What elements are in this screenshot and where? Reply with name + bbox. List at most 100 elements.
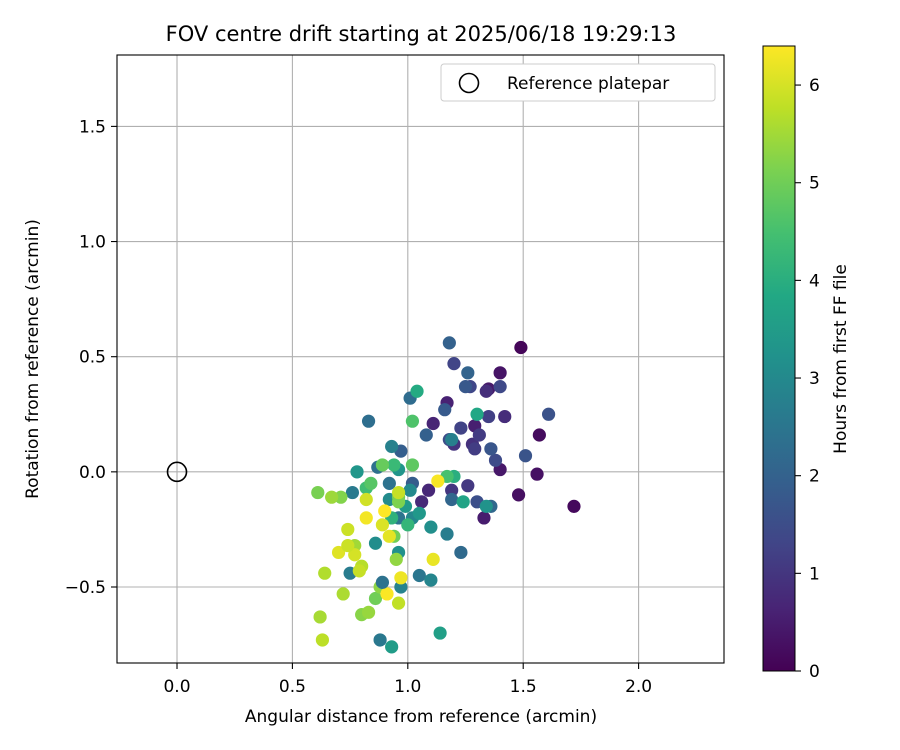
data-point: [401, 518, 415, 532]
data-point: [421, 483, 436, 497]
data-point: [419, 428, 433, 442]
data-point: [403, 483, 417, 497]
data-point: [380, 587, 394, 601]
data-point: [364, 476, 378, 490]
data-point: [431, 474, 445, 488]
data-point: [391, 485, 406, 500]
data-point: [530, 467, 544, 481]
data-point: [456, 495, 470, 509]
data-point: [382, 529, 396, 543]
data-point: [378, 504, 392, 518]
data-point: [470, 407, 484, 421]
plot-frame: [116, 54, 725, 664]
data-point: [382, 476, 396, 490]
colorbar-tick-label: 4: [809, 271, 820, 291]
data-point: [440, 527, 454, 541]
data-point: [484, 442, 498, 456]
data-point: [359, 511, 373, 525]
data-point: [493, 366, 507, 380]
colorbar-tick-label: 3: [809, 369, 820, 389]
data-point: [368, 591, 383, 606]
data-point: [567, 499, 581, 513]
data-point: [461, 366, 475, 380]
y-tick-label: 1.0: [79, 233, 106, 253]
data-point: [511, 488, 526, 502]
data-point: [433, 626, 447, 640]
data-point: [532, 428, 546, 442]
data-point: [447, 357, 461, 371]
data-point: [454, 545, 468, 560]
data-point: [334, 490, 348, 504]
data-point: [391, 495, 406, 509]
data-point: [479, 384, 493, 398]
data-point: [313, 610, 327, 624]
data-point: [493, 380, 507, 394]
data-point: [472, 428, 486, 442]
colorbar-tick-label: 2: [809, 467, 820, 487]
data-point: [438, 403, 452, 417]
x-tick-label: 0.0: [163, 677, 190, 697]
data-point: [415, 495, 429, 509]
x-tick-label: 0.5: [279, 677, 306, 697]
scatter-points: [311, 336, 581, 654]
data-point: [341, 522, 355, 537]
data-point: [394, 580, 408, 594]
data-point: [424, 520, 438, 534]
colorbar-gradient: [762, 45, 796, 672]
data-point: [336, 587, 350, 601]
data-point: [375, 575, 390, 589]
data-point: [445, 492, 459, 507]
data-point: [385, 640, 399, 654]
data-point: [518, 449, 533, 463]
data-point: [541, 407, 556, 421]
data-point: [412, 506, 426, 520]
data-point: [311, 485, 325, 500]
colorbar-label: Hours from first FF file: [831, 264, 851, 454]
data-point: [488, 453, 503, 467]
data-point: [454, 421, 468, 435]
data-point: [352, 564, 366, 578]
data-point: [331, 545, 346, 560]
x-tick-label: 1.5: [510, 677, 537, 697]
x-tick-label: 2.0: [625, 677, 652, 697]
data-point: [361, 605, 376, 619]
data-point: [410, 384, 424, 398]
data-point: [348, 548, 362, 562]
data-point: [426, 552, 440, 566]
legend-entry-reference-platepar: Reference platepar: [507, 74, 669, 94]
chart-title: FOV centre drift starting at 2025/06/18 …: [166, 22, 677, 46]
data-point: [405, 414, 420, 428]
data-point: [345, 485, 360, 500]
data-point: [514, 340, 528, 355]
y-axis-ticks: −0.5 0.0 0.5 1.0 1.5: [65, 117, 117, 598]
colorbar-tick-label: 6: [809, 76, 820, 96]
data-point: [368, 536, 383, 550]
data-point: [361, 414, 376, 428]
data-point: [385, 439, 399, 454]
legend-marker-open-circle: [458, 72, 480, 94]
data-point: [359, 492, 373, 507]
data-point: [375, 458, 390, 472]
data-point: [468, 442, 482, 456]
data-point: [373, 633, 387, 647]
data-point: [318, 566, 332, 580]
data-point: [391, 596, 406, 610]
data-point: [426, 416, 440, 431]
data-point: [341, 538, 355, 553]
x-axis-ticks: 0.0 0.5 1.0 1.5 2.0: [163, 663, 652, 697]
data-point: [479, 499, 493, 513]
data-point: [477, 511, 491, 525]
colorbar-tick-label: 5: [809, 174, 820, 194]
data-point: [350, 465, 364, 479]
data-point: [387, 458, 401, 472]
y-tick-label: 0.0: [79, 463, 106, 483]
reference-platepar-marker: [166, 461, 188, 483]
data-point: [498, 409, 512, 424]
data-point: [481, 409, 496, 424]
data-point: [445, 433, 459, 447]
data-point: [389, 552, 403, 566]
colorbar-tick-label: 1: [809, 564, 820, 584]
colorbar-tick-label: 0: [809, 662, 820, 682]
legend-box: [440, 63, 716, 102]
